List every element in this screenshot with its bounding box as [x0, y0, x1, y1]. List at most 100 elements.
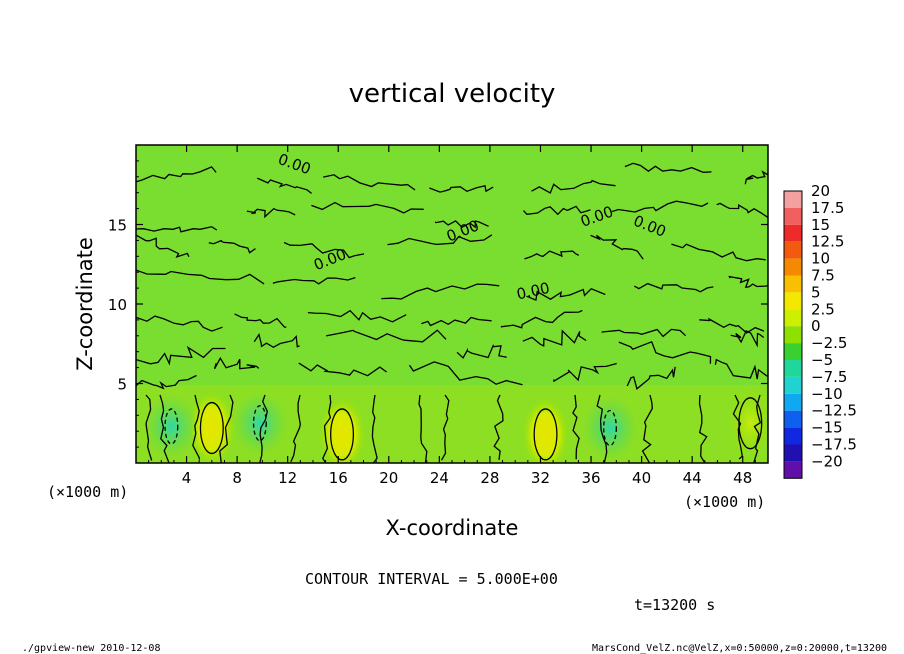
colorbar-swatch: [784, 224, 802, 242]
zero-contour: [456, 344, 507, 359]
colorbar-label: −2.5: [811, 334, 847, 352]
updraft-contour: [533, 408, 558, 461]
colorbar-label: 0: [811, 317, 821, 335]
colorbar-label: 10: [811, 250, 830, 268]
zero-contour: [730, 330, 765, 348]
footer-left: ./gpview-new 2010-12-08: [22, 643, 160, 654]
zero-contour: [246, 207, 296, 219]
colorbar-swatch: [784, 207, 802, 225]
y-axis-label: Z-coordinate: [73, 237, 97, 371]
downdraft-core: [582, 396, 638, 460]
zero-contour: [596, 394, 608, 463]
downdraft-core: [143, 394, 200, 459]
colorbar-swatch: [784, 326, 802, 344]
zero-contour: [259, 394, 268, 463]
zero-contour: [136, 315, 223, 332]
colorbar: 2017.51512.5107.552.50−2.5−5−7.5−10−12.5…: [783, 182, 857, 479]
zero-contour: [311, 201, 424, 214]
zero-contour: [208, 239, 256, 254]
colorbar-swatch: [784, 393, 802, 411]
x-tick-label: 16: [329, 469, 348, 487]
zero-contour: [500, 309, 583, 329]
updraft-contour: [738, 397, 763, 450]
zero-contour: [136, 374, 197, 390]
zero-contour: [213, 356, 260, 370]
downdraft-contour: [603, 409, 617, 447]
zero-contour: [429, 185, 494, 193]
zero-contour: [272, 276, 356, 285]
zero-contour: [522, 329, 587, 347]
zero-contour: [219, 394, 234, 463]
colorbar-swatch: [784, 376, 802, 394]
x-tick-label: 32: [531, 469, 550, 487]
updraft-contour: [199, 401, 224, 455]
zero-contour: [590, 234, 644, 260]
zero-contour: [136, 269, 265, 285]
zero-contour: [418, 394, 428, 463]
zero-contour: [387, 234, 493, 246]
x-axis-unit: (×1000 m): [684, 493, 765, 511]
zero-contour: [624, 162, 712, 173]
zero-contour: [698, 394, 708, 463]
colorbar-label: −5: [811, 351, 833, 369]
zero-contour: [136, 345, 226, 366]
colorbar-swatch: [784, 309, 802, 327]
zero-contour: [699, 317, 765, 334]
zero-contour: [421, 316, 492, 327]
zero-contour: [714, 358, 768, 380]
x-tick-label: 8: [232, 469, 242, 487]
zero-contour: [145, 394, 153, 461]
zero-contour: [524, 250, 580, 260]
updraft-core: [521, 396, 570, 463]
y-axis-unit: (×1000 m): [47, 483, 128, 501]
downdraft-contour: [164, 408, 179, 445]
zero-contour: [283, 241, 365, 259]
zero-contour: [531, 179, 616, 194]
zero-contour: [493, 394, 504, 460]
zero-contour: [728, 275, 768, 288]
colorbar-label: 2.5: [811, 300, 835, 318]
x-tick-label: 48: [733, 469, 752, 487]
y-axis: 5 10 15: [108, 160, 768, 448]
chart-title: vertical velocity: [349, 79, 556, 109]
zero-contour: [256, 177, 312, 194]
zero-contour: [381, 283, 500, 300]
zero-contour: [408, 361, 523, 386]
updraft-core: [318, 396, 367, 463]
colorbar-swatch: [784, 461, 802, 479]
zero-contour: [290, 394, 301, 463]
x-tick-label: 40: [632, 469, 651, 487]
colorbar-label: −15: [811, 419, 843, 437]
zero-contour: [716, 202, 768, 219]
colorbar-label: 20: [811, 182, 830, 200]
zero-contour: [136, 234, 190, 259]
x-tick-label: 12: [278, 469, 297, 487]
zero-contour: [136, 166, 217, 183]
colorbar-label: 17.5: [811, 199, 844, 217]
zero-contour: [234, 313, 287, 328]
zero-contour: [440, 394, 450, 461]
zero-contour: [626, 366, 676, 390]
x-tick-label: 28: [480, 469, 499, 487]
zero-contour: [633, 282, 714, 293]
y-tick-label: 5: [117, 376, 127, 394]
colorbar-swatch: [784, 292, 802, 310]
zero-contour: [523, 205, 591, 216]
updraft-core: [187, 389, 236, 463]
colorbar-swatch: [784, 360, 802, 377]
zero-contour: [325, 329, 447, 343]
colorbar-swatch: [784, 241, 802, 259]
colorbar-swatch: [784, 444, 802, 462]
x-tick-label: 20: [379, 469, 398, 487]
y-tick-label: 15: [108, 217, 127, 235]
colorbar-label: 12.5: [811, 233, 844, 251]
colorbar-label: −7.5: [811, 368, 847, 386]
time-stamp: t=13200 s: [634, 596, 715, 614]
zero-contour: [434, 220, 489, 229]
footer-right: MarsCond_VelZ.nc@VelZ,x=0:50000,z=0:2000…: [592, 643, 887, 654]
zero-contour: [601, 328, 687, 338]
zero-contour: [192, 394, 201, 460]
downdraft-contour: [252, 405, 267, 442]
zero-contour: [136, 226, 218, 233]
